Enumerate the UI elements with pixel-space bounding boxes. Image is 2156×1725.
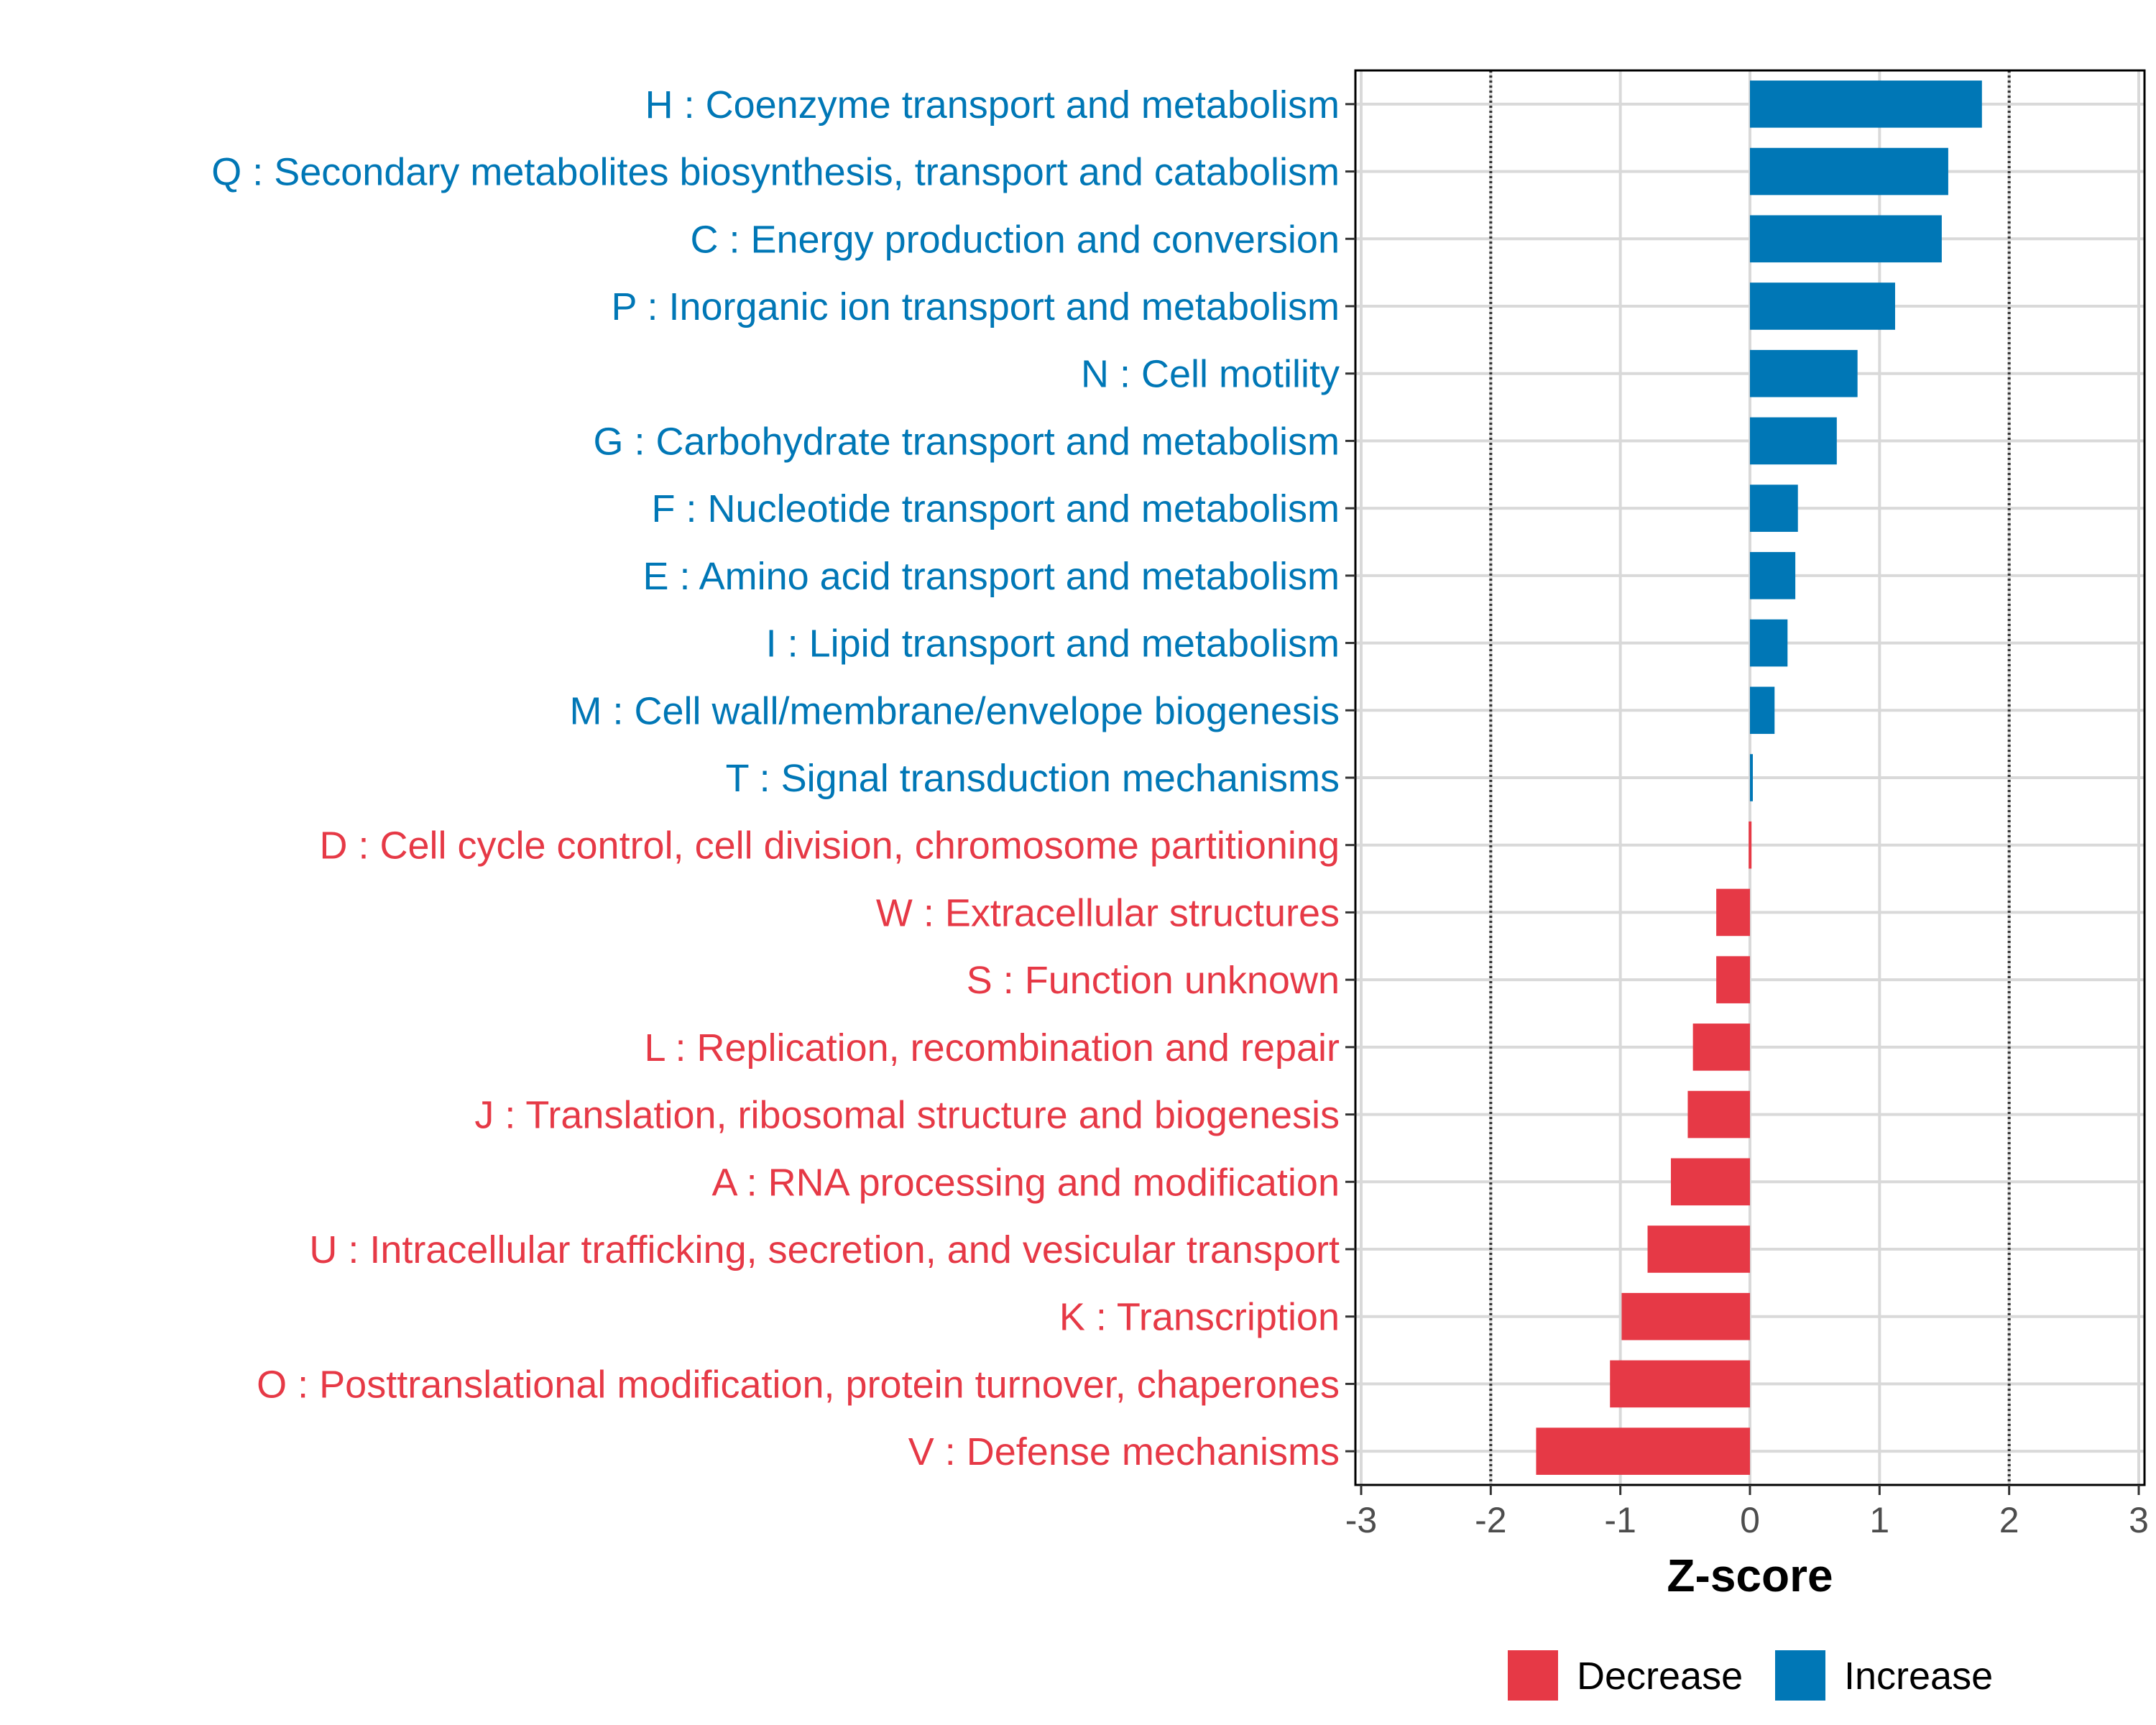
category-label: O : Posttranslational modification, prot… — [257, 1363, 1340, 1406]
bar — [1750, 754, 1753, 801]
category-label: J : Translation, ribosomal structure and… — [474, 1094, 1340, 1137]
bar — [1750, 686, 1775, 735]
category-label: F : Nucleotide transport and metabolism — [652, 487, 1340, 530]
bar — [1750, 215, 1942, 263]
bar — [1749, 821, 1752, 869]
category-label: S : Function unknown — [967, 959, 1340, 1002]
legend-label: Increase — [1844, 1655, 1993, 1698]
legend-label: Decrease — [1577, 1655, 1743, 1698]
category-label: V : Defense mechanisms — [908, 1430, 1340, 1473]
bar — [1750, 619, 1788, 667]
category-label: G : Carbohydrate transport and metabolis… — [594, 420, 1340, 463]
bar — [1647, 1225, 1750, 1273]
x-tick-label: 1 — [1869, 1500, 1889, 1540]
bar — [1750, 552, 1796, 599]
category-label: H : Coenzyme transport and metabolism — [645, 83, 1340, 126]
legend: Decrease Increase — [1508, 1650, 1993, 1701]
category-label: W : Extracellular structures — [876, 891, 1340, 934]
label-layer: H : Coenzyme transport and metabolism Q :… — [211, 83, 1340, 1473]
bar — [1536, 1427, 1750, 1475]
category-label: A : RNA processing and modification — [712, 1161, 1340, 1204]
x-tick-label: -3 — [1345, 1500, 1377, 1540]
bar — [1610, 1360, 1750, 1408]
category-label: L : Replication, recombination and repai… — [644, 1026, 1340, 1070]
bar — [1750, 80, 1982, 128]
legend-swatch — [1775, 1650, 1825, 1701]
x-tick-label: -2 — [1475, 1500, 1506, 1540]
legend-swatch — [1508, 1650, 1558, 1701]
category-label: C : Energy production and conversion — [690, 218, 1340, 261]
category-label: I : Lipid transport and metabolism — [766, 622, 1340, 666]
bar — [1621, 1292, 1750, 1340]
category-label: E : Amino acid transport and metabolism — [643, 555, 1340, 598]
bar — [1687, 1090, 1750, 1138]
x-tick-label: 0 — [1740, 1500, 1760, 1540]
category-label: D : Cell cycle control, cell division, c… — [319, 824, 1340, 868]
bar-layer — [1536, 80, 1982, 1475]
bar — [1716, 956, 1750, 1003]
bar — [1750, 282, 1895, 330]
bar — [1750, 484, 1798, 532]
category-label: T : Signal transduction mechanisms — [726, 757, 1340, 800]
bar — [1670, 1158, 1750, 1206]
category-label: M : Cell wall/membrane/envelope biogenes… — [569, 689, 1340, 732]
bar — [1692, 1024, 1750, 1071]
bar — [1750, 417, 1837, 465]
category-label: P : Inorganic ion transport and metaboli… — [611, 285, 1340, 328]
bar — [1750, 147, 1948, 196]
category-label: U : Intracellular trafficking, secretion… — [309, 1228, 1340, 1271]
category-label: N : Cell motility — [1081, 353, 1340, 396]
category-label: K : Transcription — [1059, 1296, 1340, 1339]
category-label: Q : Secondary metabolites biosynthesis, … — [211, 151, 1340, 194]
x-tick-label: 2 — [1999, 1500, 2019, 1540]
x-axis-title: Z-score — [1667, 1550, 1833, 1601]
axis-layer: -3 -2 -1 0 1 2 3 — [1345, 103, 2149, 1540]
x-tick-label: -1 — [1604, 1500, 1636, 1540]
bar — [1716, 888, 1750, 937]
bar — [1750, 349, 1858, 397]
x-tick-label: 3 — [2129, 1500, 2149, 1540]
